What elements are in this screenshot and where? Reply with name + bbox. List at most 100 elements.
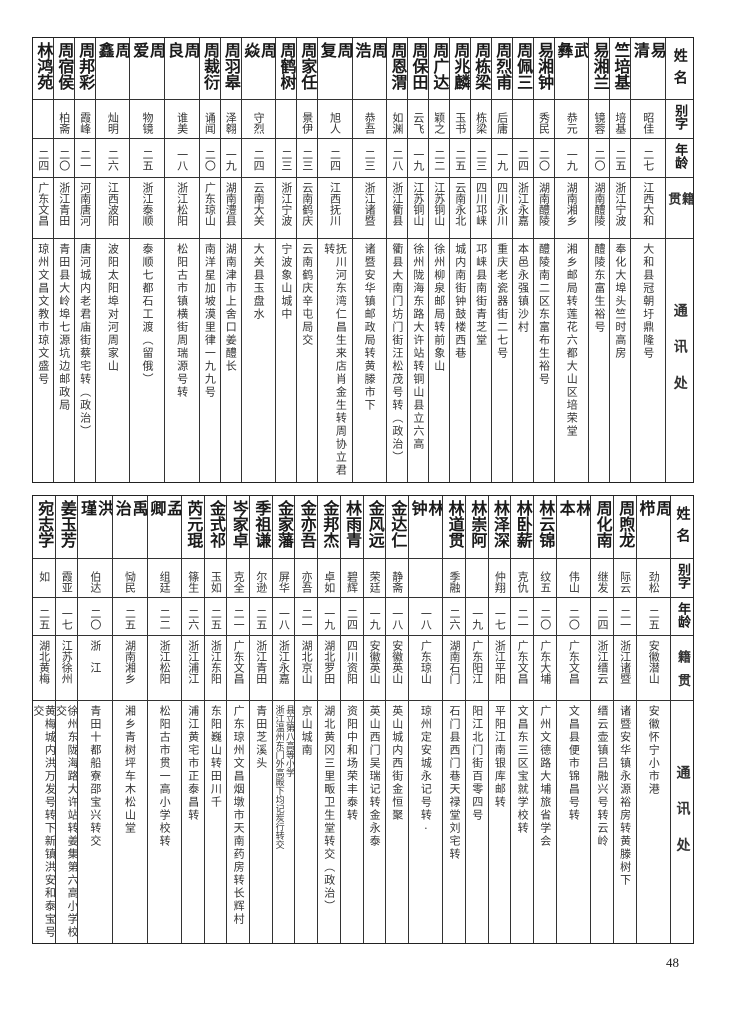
person-name-cell: 林崇阿 (466, 496, 488, 559)
person-name: 金式祁 (207, 500, 227, 548)
person-name: 周煦龙 (616, 500, 636, 548)
address-cell: 青田芝溪头 (250, 701, 272, 943)
native-place-cell: 云南大关 (241, 178, 276, 239)
native-place-cell: 浙江宁波 (610, 178, 631, 239)
age-cell: 二六 (182, 598, 204, 636)
person-name: 周良 (165, 42, 199, 73)
age-cell: 二五 (130, 139, 165, 178)
native-place: 江西大和 (641, 182, 655, 226)
person-name: 周爱 (130, 42, 165, 73)
table-row: 周复 旭人 二四 江西抚川 抚川河东湾仁昌生来店肖金生转周协立君转 (316, 38, 352, 482)
table-row: 芮元琨 篠生 二六 浙江浦江 浦江黄宅市正泰昌转 (181, 496, 204, 943)
person-name: 周裁衍 (200, 42, 220, 90)
table-row: 林本 伟山 二〇 广东文昌 文昌县便市锦昌号转 (555, 496, 591, 943)
table-row: 周栋梁 栋梁 二三 四川邛崃 邛崃县南街青芝堂 (469, 38, 491, 482)
person-name-cell: 周栉 (636, 496, 671, 559)
native-place: 浙江青田 (57, 182, 71, 226)
table-row: 林云锦 纹五 二〇 广东大埔 广州文德路大埔旅省学会 (533, 496, 556, 943)
person-name-cell: 周烈甫 (491, 38, 512, 100)
courtesy-name: 后庸 (495, 112, 509, 134)
person-name: 周邦彩 (76, 42, 95, 90)
age: 一八 (390, 608, 404, 630)
native-place-cell: 湖南醴陵 (533, 178, 554, 239)
table-row: 周良 谁美 一八 浙江松阳 松阳古市镇横街周瑞源号转 (164, 38, 199, 482)
table-row: 周焱 守烈 二四 云南大关 大关县玉盘水 (240, 38, 276, 482)
age-cell: 二一 (511, 598, 534, 636)
age: 二三 (363, 149, 377, 171)
address-cell: 奉化大埠头竺时高房 (610, 239, 630, 482)
address-cell: 醴陵南二区东富布生裕号 (534, 239, 554, 482)
native-place-cell: 安徽潜山 (636, 636, 671, 701)
person-name-cell: 周焱 (241, 38, 276, 100)
header-native: 籍贯 (674, 650, 690, 697)
native-place-cell: 浙江宁波 (276, 178, 297, 239)
person-name: 姜玉芳 (57, 500, 77, 548)
age-cell: 二四 (512, 139, 533, 178)
table-row: 周宿侯 柏斋 二〇 浙江青田 青田县大岭埠七源坑边邮政局 (52, 38, 74, 482)
address: 南洋星加坡漠里律一九九号 (203, 243, 217, 399)
native-place: 云南永北 (453, 182, 467, 226)
roster-table-top: 姓名 别字 年龄 籍贯 通讯处 易清 昭佳 二七 江西大和 大和县冠朝圩鼎隆号 竺培基 培基 二五 浙江宁… (32, 37, 694, 483)
native-place: 浙江衢县 (390, 182, 404, 226)
address-cell: 松阳古市镇横街周瑞源号转 (165, 239, 199, 482)
courtesy-name: 诵闻 (203, 112, 217, 134)
age-cell: 二三 (352, 139, 387, 178)
native-place-cell: 四川邛崃 (470, 178, 491, 239)
native-place: 广东琼山 (419, 640, 433, 684)
courtesy-name-cell: 继发 (591, 559, 614, 598)
person-name: 周烈甫 (493, 42, 512, 90)
address: 抚川河东湾仁昌生来店肖金生转周协立君转 (322, 243, 348, 477)
header-name: 姓名 (671, 48, 688, 93)
courtesy-name: 玉如 (209, 571, 223, 593)
person-name: 武彝 (554, 42, 589, 73)
age: 二五 (209, 608, 223, 630)
courtesy-name: 篠生 (186, 571, 200, 593)
address-cell: 泰顺七都石工渡（留俄） (130, 239, 164, 482)
address-cell: 石门县西门巷天禄堂刘宅转 (443, 701, 465, 943)
person-name: 金风远 (365, 500, 385, 548)
age: 二四 (516, 149, 530, 171)
table-row: 周恩渭 如渊 二八 浙江衢县 衢县大南门坊门街汪松茂号转（政治） (386, 38, 408, 482)
address: 广东琼州文昌烟墩市天南药房转长辉村 (232, 705, 246, 926)
native-place-cell: 浙江诸暨 (352, 178, 387, 239)
age-cell: 二四 (340, 598, 363, 636)
address: 青田芝溪头 (254, 705, 268, 770)
age: 二一 (78, 149, 92, 171)
person-name-cell: 周化南 (591, 496, 614, 559)
person-name: 宛志学 (35, 500, 55, 548)
age: 一八 (277, 608, 291, 630)
courtesy-name-cell: 诵闻 (199, 100, 220, 139)
table-row: 姜玉芳 霞亚 一七 江苏徐州 徐州东陇海路大许站转姜集第六高小学校交 (54, 496, 78, 943)
address-cell: 醴陵东富生裕号 (589, 239, 609, 482)
courtesy-name: 昭佳 (641, 112, 655, 134)
table-row: 周兆麟 玉书 二五 云南永北 城内南街钟鼓楼西巷 (448, 38, 470, 482)
native-place: 浙江东阳 (209, 640, 223, 684)
address-cell: 京山城南 (295, 701, 317, 943)
native-place: 安徽英山 (368, 640, 382, 684)
native-place: 浙江松阳 (158, 640, 172, 684)
address-cell: 大和县冠朝圩鼎隆号 (631, 239, 665, 482)
address: 资阳中和场荣丰泰转 (345, 705, 359, 822)
person-name-cell: 金式祁 (204, 496, 227, 559)
address-cell: 诸暨安华镇永源裕房转黄滕树下 (614, 701, 636, 943)
native-place: 江苏铜山 (411, 182, 425, 226)
person-name: 周保田 (409, 42, 429, 90)
age: 二〇 (203, 149, 217, 171)
native-place: 湖南湘乡 (565, 182, 579, 226)
table-row: 周煦龙 际云 二一 浙江诸暨 诸暨安华镇永源裕房转黄滕树下 (613, 496, 636, 943)
address-cell: 安徽怀宁小市港 (637, 701, 671, 943)
table-row: 禹治 恸民 二五 湖南湘乡 湘乡青树坪车木松山堂 (111, 496, 147, 943)
person-name: 岑家卓 (229, 500, 249, 548)
courtesy-name-cell: 谁美 (165, 100, 199, 139)
address: 大和县冠朝圩鼎隆号 (641, 243, 655, 360)
address: 徐州东陇海路大许站转姜集第六高小学校交 (55, 705, 78, 939)
age-cell: 二三 (297, 139, 317, 178)
age-cell: 一七 (488, 598, 511, 636)
person-name-cell: 周恩渭 (387, 38, 408, 100)
courtesy-name-cell: 伟山 (556, 559, 591, 598)
address: 本邑永强镇沙村 (516, 243, 530, 334)
age: 二五 (453, 149, 467, 171)
address-cell: 琼州定安城永记号转· (409, 701, 443, 943)
address-line-2: 县立第八高等小学 (283, 705, 294, 777)
address-cell: 衢县大南门坊门街汪松茂号转（政治） (387, 239, 407, 482)
